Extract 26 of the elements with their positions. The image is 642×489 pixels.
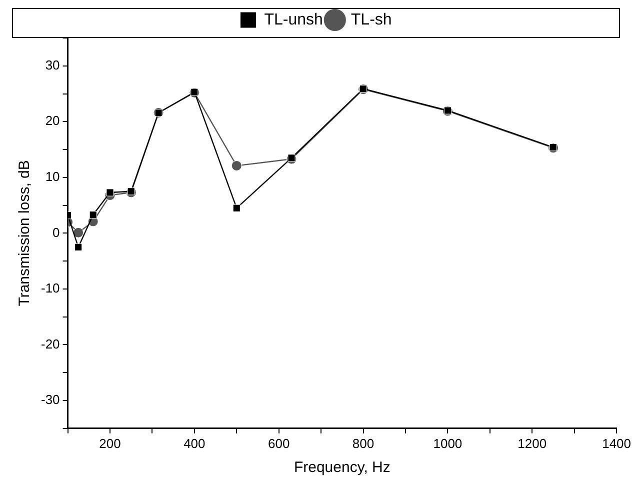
legend-label: TL-unsh [264,11,323,28]
y-tick-label: -20 [40,336,60,352]
x-tick-label: 1000 [433,436,462,451]
x-tick-label: 600 [268,436,290,451]
y-tick-label: 10 [45,169,60,184]
point [288,154,296,162]
y-axis-title: Transmission loss, dB [16,160,34,306]
y-tick-label: 30 [45,57,60,72]
point [232,204,240,212]
x-tick-label: 800 [352,436,374,451]
y-tick-label: 20 [45,113,60,128]
x-axis-title: Frequency, Hz [294,459,390,476]
point [74,243,82,251]
point [231,160,242,171]
point [106,188,114,196]
x-tick-label: 1400 [602,436,631,451]
y-tick-label: -30 [40,392,60,408]
point [89,211,97,219]
legend-label: TL-sh [350,11,392,28]
x-tick-label: 1200 [518,436,547,451]
point [73,227,84,238]
point [127,188,135,196]
x-tick-label: 400 [184,436,206,451]
y-tick-label: -10 [40,280,60,296]
y-tick-label: 0 [52,224,60,240]
x-tick-label: 200 [99,436,121,451]
